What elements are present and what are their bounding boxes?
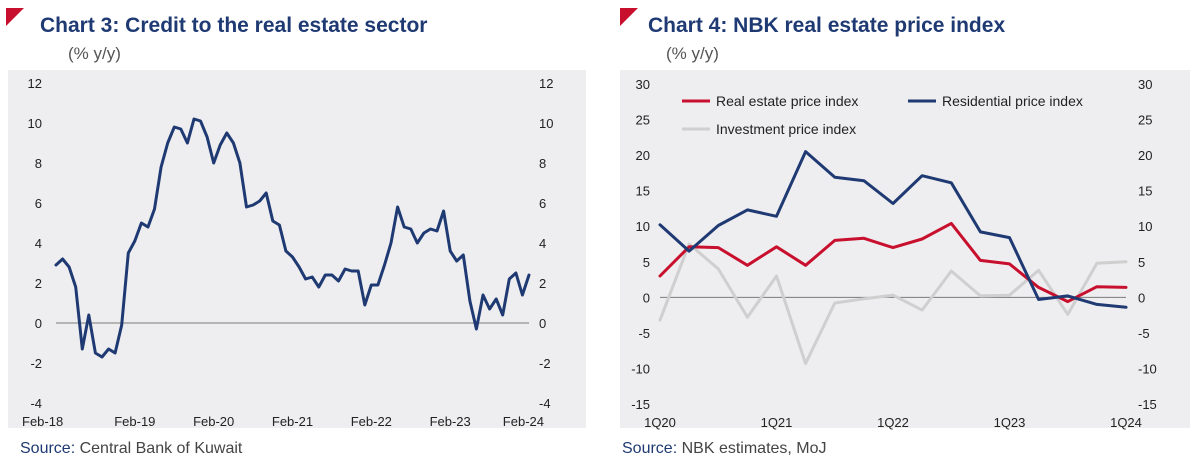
chart-4-title: Chart 4: NBK real estate price index bbox=[648, 14, 1006, 37]
chart-4-y-tick-right: -15 bbox=[1138, 397, 1157, 412]
chart-4-y-tick-right: 5 bbox=[1138, 255, 1145, 270]
chart-3-y-tick-right: 8 bbox=[539, 156, 546, 171]
chart-4-unit-label: (% y/y) bbox=[666, 44, 719, 63]
chart-3-x-tick: Feb-23 bbox=[430, 414, 471, 429]
chart-3-y-tick-right: -4 bbox=[539, 396, 551, 411]
chart-4-legend-label: Investment price index bbox=[716, 121, 856, 137]
chart-4-y-tick-right: -5 bbox=[1138, 326, 1150, 341]
chart-3-y-tick-left: 2 bbox=[35, 276, 42, 291]
chart-4-y-tick-right: -10 bbox=[1138, 361, 1157, 376]
chart-3-x-tick: Feb-24 bbox=[503, 414, 544, 429]
chart-3-x-tick: Feb-18 bbox=[22, 414, 63, 429]
chart-4-x-tick: 1Q24 bbox=[1110, 415, 1142, 430]
chart-3-source-label: Source: bbox=[20, 440, 76, 457]
chart-3-x-tick: Feb-22 bbox=[351, 414, 392, 429]
chart-3-y-tick-left: -4 bbox=[30, 396, 42, 411]
chart-3-y-tick-right: 10 bbox=[539, 116, 553, 131]
chart-4-source-text: NBK estimates, MoJ bbox=[681, 440, 827, 457]
chart-4-source: Source: NBK estimates, MoJ bbox=[622, 440, 827, 458]
chart-3-y-tick-left: 8 bbox=[35, 156, 42, 171]
chart-3-y-tick-right: 0 bbox=[539, 316, 546, 331]
chart-4-y-tick-left: -15 bbox=[631, 397, 650, 412]
chart-4-y-tick-left: 20 bbox=[636, 148, 650, 163]
chart-3-y-tick-left: 12 bbox=[28, 76, 42, 91]
chart-4-y-tick-left: 15 bbox=[636, 184, 650, 199]
chart-4-series-line-1 bbox=[658, 150, 1128, 309]
chart-4-x-tick: 1Q23 bbox=[994, 415, 1026, 430]
chart-4-x-tick: 1Q22 bbox=[877, 415, 909, 430]
chart-4-x-tick: 1Q21 bbox=[761, 415, 793, 430]
title-flag-icon bbox=[6, 8, 24, 26]
chart-3-y-tick-left: 4 bbox=[35, 236, 42, 251]
chart-3-y-tick-right: -2 bbox=[539, 356, 551, 371]
chart-3-x-tick: Feb-20 bbox=[193, 414, 234, 429]
chart-3-plot-area bbox=[8, 70, 586, 428]
chart-4-legend-label: Residential price index bbox=[942, 93, 1083, 109]
chart-4-series-line-2 bbox=[658, 242, 1128, 365]
chart-3-y-tick-right: 12 bbox=[539, 76, 553, 91]
chart-3-y-tick-left: -2 bbox=[30, 356, 42, 371]
chart-4-y-tick-left: 5 bbox=[643, 255, 650, 270]
chart-4-y-tick-left: 0 bbox=[643, 290, 650, 305]
chart-3-y-tick-right: 2 bbox=[539, 276, 546, 291]
chart-3-source-text: Central Bank of Kuwait bbox=[79, 440, 243, 457]
title-flag-icon bbox=[620, 8, 638, 26]
chart-4-y-tick-left: -5 bbox=[638, 326, 650, 341]
chart-4-y-tick-right: 0 bbox=[1138, 290, 1145, 305]
chart-3-y-tick-left: 0 bbox=[35, 316, 42, 331]
chart-3-source: Source: Central Bank of Kuwait bbox=[20, 440, 242, 458]
chart-4-y-tick-right: 25 bbox=[1138, 113, 1152, 128]
chart-3-panel: Chart 3: Credit to the real estate secto… bbox=[6, 8, 586, 458]
chart-4-series-line-0 bbox=[658, 221, 1128, 304]
chart-4-y-tick-left: 10 bbox=[636, 219, 650, 234]
chart-4-y-tick-left: 30 bbox=[636, 77, 650, 92]
chart-4-y-tick-left: 25 bbox=[636, 113, 650, 128]
chart-3-title: Chart 3: Credit to the real estate secto… bbox=[40, 14, 428, 37]
chart-3-y-tick-left: 6 bbox=[35, 196, 42, 211]
chart-4-y-tick-left: -10 bbox=[631, 361, 650, 376]
chart-4-panel: Chart 4: NBK real estate price index (% … bbox=[600, 0, 1200, 472]
chart-3-y-tick-right: 6 bbox=[539, 196, 546, 211]
chart-3-x-tick: Feb-19 bbox=[114, 414, 155, 429]
chart-3-y-tick-right: 4 bbox=[539, 236, 546, 251]
chart-4-y-tick-right: 30 bbox=[1138, 77, 1152, 92]
chart-3-x-tick: Feb-21 bbox=[272, 414, 313, 429]
chart-4-y-tick-right: 10 bbox=[1138, 219, 1152, 234]
chart-3-series-line bbox=[54, 117, 531, 359]
chart-4-y-tick-right: 15 bbox=[1138, 184, 1152, 199]
chart-4-x-tick: 1Q20 bbox=[644, 415, 676, 430]
chart-3-y-tick-left: 10 bbox=[28, 116, 42, 131]
chart-3-unit-label: (% y/y) bbox=[68, 44, 121, 63]
chart-4-y-tick-right: 20 bbox=[1138, 148, 1152, 163]
chart-4-source-label: Source: bbox=[622, 440, 678, 457]
chart-4-legend-label: Real estate price index bbox=[716, 93, 858, 109]
